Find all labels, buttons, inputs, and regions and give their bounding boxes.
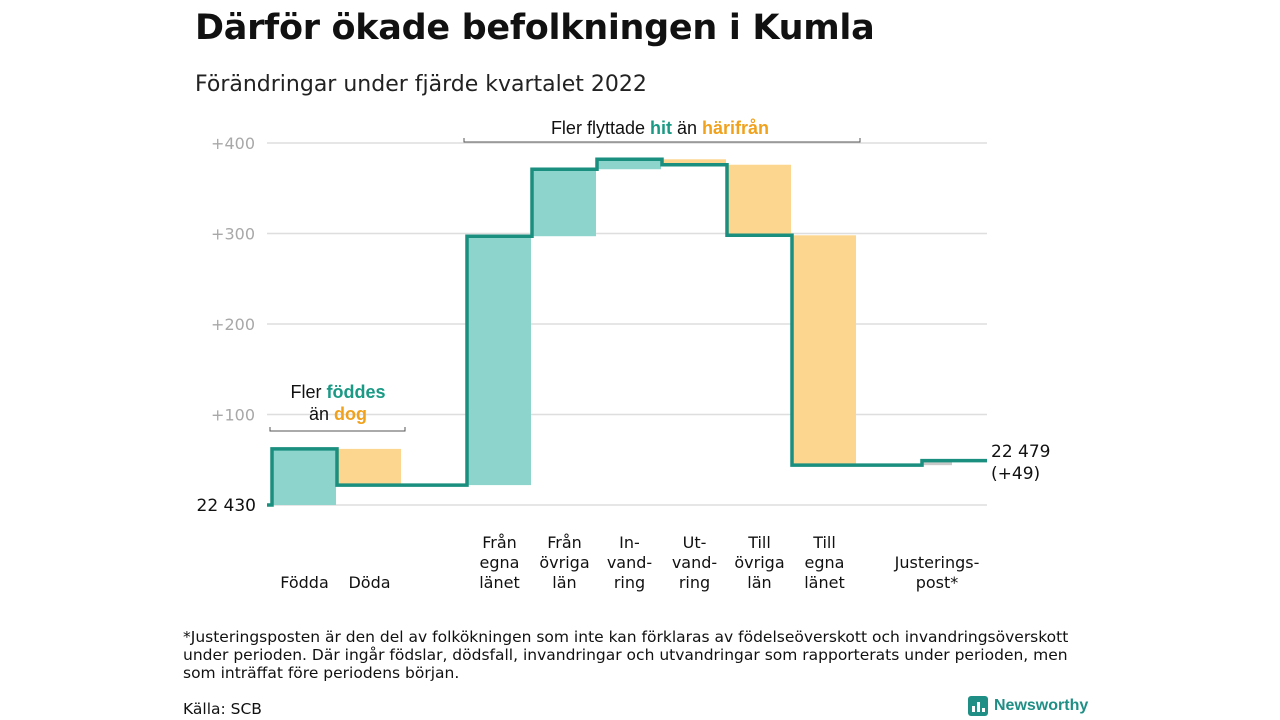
x-category-label: Justerings- — [894, 553, 980, 572]
x-category-label: vand- — [672, 553, 717, 572]
step-line — [267, 157, 987, 507]
natural-change-bracket — [269, 427, 406, 432]
x-category-label: vand- — [607, 553, 652, 572]
newsworthy-logo-icon — [968, 696, 988, 716]
end-change-label: (+49) — [991, 464, 1040, 484]
bar — [922, 460, 952, 466]
bar — [273, 448, 336, 505]
source-label: Källa: SCB — [183, 700, 262, 718]
bar — [663, 159, 726, 165]
bar — [338, 448, 401, 486]
bar — [728, 164, 791, 236]
x-category-label: ring — [614, 573, 645, 592]
waterfall-step-line — [267, 157, 987, 507]
x-category-label: Från — [482, 533, 517, 552]
bars — [273, 159, 952, 505]
brand-name: Newsworthy — [994, 697, 1089, 714]
x-category-label: län — [747, 573, 771, 592]
chart-title: Därför ökade befolkningen i Kumla — [195, 8, 875, 48]
x-category-label: Till — [812, 533, 836, 552]
x-category-label: länet — [479, 573, 520, 592]
y-tick-label: +400 — [211, 134, 255, 153]
x-category-label: Döda — [348, 573, 390, 592]
x-category-label: Ut- — [683, 533, 707, 552]
footnote: *Justeringsposten är den del av folkökni… — [183, 628, 1069, 682]
y-tick-label: +200 — [211, 315, 255, 334]
x-category-label: Födda — [280, 573, 329, 592]
x-category-label: ring — [679, 573, 710, 592]
x-category-label: Från — [547, 533, 582, 552]
x-category-label: egna — [480, 553, 520, 572]
x-category-label: länet — [804, 573, 845, 592]
end-value-label: 22 479 — [991, 442, 1050, 462]
x-category-label: övriga — [734, 553, 784, 572]
bar — [793, 235, 856, 466]
chart-subtitle: Förändringar under fjärde kvartalet 2022 — [195, 72, 647, 97]
x-category-label: post* — [916, 573, 959, 592]
natural-change-annotation-line2: än dog — [309, 404, 367, 424]
migration-bracket — [463, 138, 861, 143]
x-category-label: Till — [747, 533, 771, 552]
gridlines — [267, 142, 987, 506]
natural-change-annotation-line1: Fler föddes — [290, 382, 385, 402]
x-category-label: egna — [805, 553, 845, 572]
x-category-label: län — [552, 573, 576, 592]
bar — [598, 159, 661, 170]
labels: +400 +300 +200 +100 22 430 22 479(+49) Födda Dö… — [197, 118, 1051, 592]
y-tick-label: +300 — [211, 225, 255, 244]
migration-annotation: Fler flyttade hit än härifrån — [551, 118, 769, 138]
bar — [468, 236, 531, 486]
brand[interactable]: Newsworthy — [968, 696, 1088, 716]
x-category-label: övriga — [539, 553, 589, 572]
x-category-label: In- — [619, 533, 640, 552]
bar — [533, 169, 596, 237]
start-value-label: 22 430 — [197, 496, 256, 516]
y-tick-label: +100 — [211, 406, 255, 425]
